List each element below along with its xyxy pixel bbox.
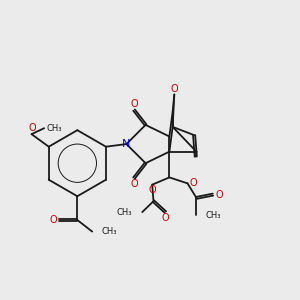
Text: O: O [148, 185, 156, 195]
Text: O: O [170, 84, 178, 94]
Text: O: O [215, 190, 223, 200]
Text: O: O [130, 179, 138, 189]
Text: O: O [189, 178, 197, 188]
Text: O: O [28, 123, 36, 133]
Text: CH₃: CH₃ [117, 208, 132, 217]
Text: O: O [162, 213, 169, 223]
Text: N: N [122, 139, 130, 149]
Text: O: O [50, 215, 57, 225]
Text: CH₃: CH₃ [101, 227, 117, 236]
Text: CH₃: CH₃ [46, 124, 62, 133]
Text: O: O [130, 99, 138, 109]
Text: CH₃: CH₃ [206, 211, 221, 220]
